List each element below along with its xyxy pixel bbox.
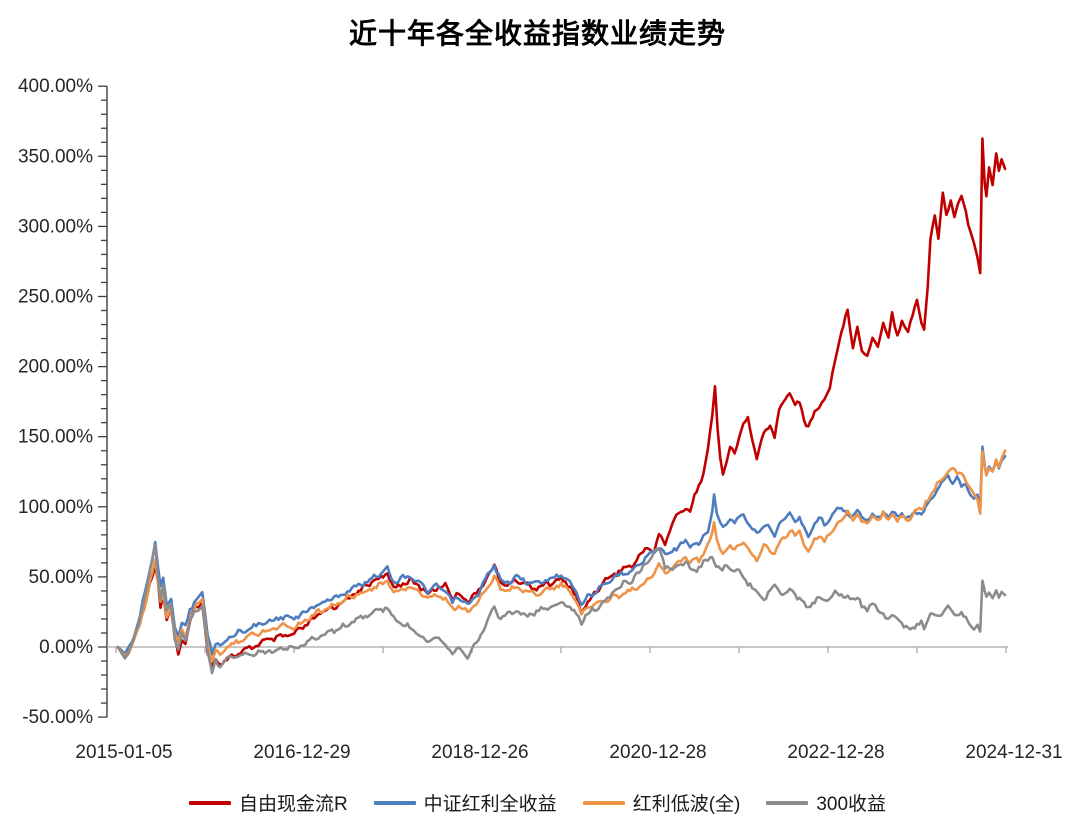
y-axis-label: 350.00% [18, 146, 93, 167]
x-axis-label: 2020-12-28 [609, 742, 706, 763]
x-axis-label: 2024-12-31 [965, 742, 1062, 763]
legend-swatch-icon [582, 800, 625, 805]
legend-label: 红利低波(全) [632, 794, 741, 815]
y-axis-label: 200.00% [18, 357, 93, 378]
x-axis-label: 2022-12-28 [787, 742, 884, 763]
chart-legend: 自由现金流R 中证红利全收益 红利低波(全) 300收益 [0, 789, 1075, 816]
legend-item: 红利低波(全) [582, 789, 741, 816]
y-axis-label: 150.00% [18, 427, 93, 448]
y-axis-label: 250.00% [18, 287, 93, 308]
series-line-4 [116, 543, 1007, 675]
y-axis-label: 0.00% [39, 637, 93, 658]
y-axis-label: 400.00% [18, 76, 93, 97]
legend-swatch-icon [766, 800, 809, 805]
x-axis-label: 2016-12-29 [253, 742, 350, 763]
legend-swatch-icon [373, 800, 416, 805]
series-line-3 [116, 449, 1007, 663]
y-axis-label: -50.00% [22, 707, 93, 728]
y-axis-label: 100.00% [18, 497, 93, 518]
legend-label: 300收益 [816, 794, 887, 815]
x-axis-label: 2015-01-05 [75, 742, 172, 763]
chart-title: 近十年各全收益指数业绩走势 [348, 18, 726, 49]
series-line-2 [116, 445, 1007, 656]
legend-item: 中证红利全收益 [373, 789, 557, 816]
legend-item: 自由现金流R [188, 789, 348, 816]
x-axis-label: 2018-12-26 [431, 742, 528, 763]
y-axis-label: 50.00% [29, 567, 94, 588]
legend-label: 中证红利全收益 [423, 794, 557, 815]
y-axis-label: 300.00% [18, 216, 93, 237]
legend-item: 300收益 [766, 789, 886, 816]
series-line-1 [116, 137, 1007, 667]
legend-label: 自由现金流R [238, 794, 348, 815]
legend-swatch-icon [188, 800, 231, 805]
